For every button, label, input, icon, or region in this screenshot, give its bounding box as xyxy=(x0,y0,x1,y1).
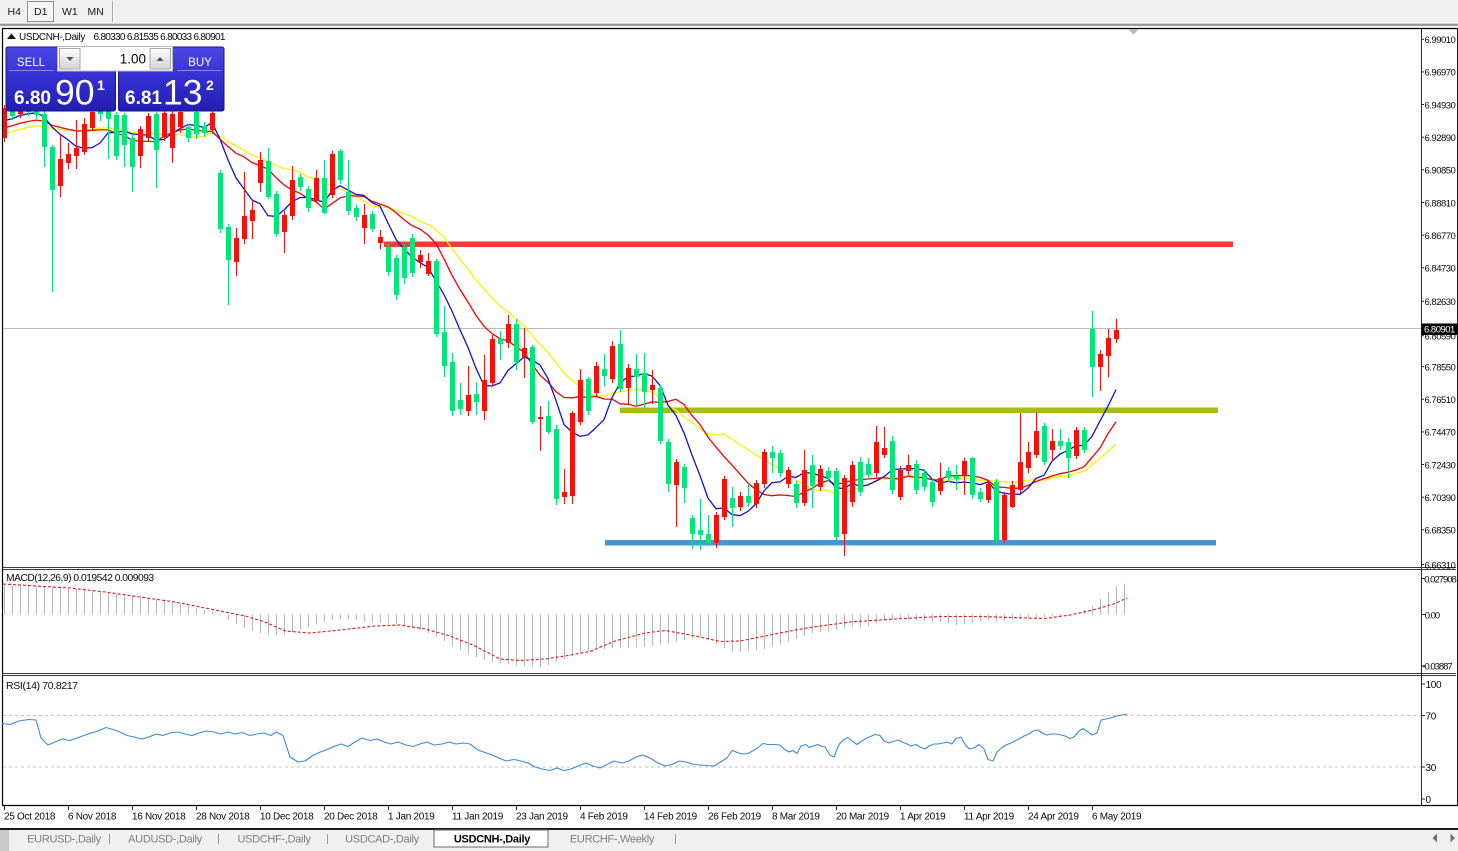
svg-text:H4: H4 xyxy=(8,6,22,18)
svg-text:25 Oct 2018: 25 Oct 2018 xyxy=(4,812,56,823)
svg-text:-0.03887: -0.03887 xyxy=(1422,662,1452,673)
svg-text:6.82630: 6.82630 xyxy=(1425,297,1456,308)
svg-text:11 Jan 2019: 11 Jan 2019 xyxy=(452,812,504,823)
svg-text:0: 0 xyxy=(1426,795,1432,806)
svg-text:SELL: SELL xyxy=(17,57,46,69)
svg-text:4 Feb 2019: 4 Feb 2019 xyxy=(580,812,628,823)
svg-text:0.00: 0.00 xyxy=(1425,610,1440,621)
svg-text:2: 2 xyxy=(206,77,214,93)
svg-text:28 Nov 2018: 28 Nov 2018 xyxy=(196,812,250,823)
svg-text:70: 70 xyxy=(1426,711,1437,722)
svg-text:MACD(12,26,9) 0.019542 0.00909: MACD(12,26,9) 0.019542 0.009093 xyxy=(6,573,154,584)
svg-text:MN: MN xyxy=(88,6,104,18)
svg-text:10 Dec 2018: 10 Dec 2018 xyxy=(260,812,314,823)
svg-text:6 Nov 2018: 6 Nov 2018 xyxy=(68,812,117,823)
svg-text:6.92890: 6.92890 xyxy=(1425,133,1456,144)
svg-text:30: 30 xyxy=(1426,763,1437,774)
svg-text:6.76510: 6.76510 xyxy=(1425,395,1456,406)
svg-text:EURCHF-,Weekly: EURCHF-,Weekly xyxy=(570,834,655,846)
svg-text:20 Mar 2019: 20 Mar 2019 xyxy=(836,812,890,823)
svg-text:6.96970: 6.96970 xyxy=(1425,68,1456,79)
svg-text:D1: D1 xyxy=(34,6,48,18)
svg-text:6.81: 6.81 xyxy=(125,88,162,109)
svg-text:EURUSD-,Daily: EURUSD-,Daily xyxy=(27,834,102,846)
svg-text:23 Jan 2019: 23 Jan 2019 xyxy=(516,812,568,823)
svg-text:26 Feb 2019: 26 Feb 2019 xyxy=(708,812,762,823)
svg-text:6.90850: 6.90850 xyxy=(1425,166,1456,177)
svg-text:W1: W1 xyxy=(62,6,78,18)
svg-text:6.88810: 6.88810 xyxy=(1425,198,1456,209)
svg-text:AUDUSD-,Daily: AUDUSD-,Daily xyxy=(128,834,203,846)
svg-text:6.78550: 6.78550 xyxy=(1425,362,1456,373)
svg-text:6.80901: 6.80901 xyxy=(1424,325,1455,336)
svg-text:6.80330 6.81535 6.80033 6.8090: 6.80330 6.81535 6.80033 6.80901 xyxy=(94,32,226,43)
svg-text:6.68350: 6.68350 xyxy=(1425,526,1456,537)
svg-text:BUY: BUY xyxy=(188,57,212,69)
svg-text:RSI(14) 70.8217: RSI(14) 70.8217 xyxy=(6,680,78,692)
svg-text:USDCNH-,Daily: USDCNH-,Daily xyxy=(19,32,85,43)
svg-text:100: 100 xyxy=(1426,680,1443,691)
svg-text:16 Nov 2018: 16 Nov 2018 xyxy=(132,812,186,823)
svg-text:USDCNH-,Daily: USDCNH-,Daily xyxy=(454,834,531,846)
svg-text:6.66310: 6.66310 xyxy=(1425,560,1456,571)
svg-text:USDCHF-,Daily: USDCHF-,Daily xyxy=(237,834,311,846)
svg-text:6.70390: 6.70390 xyxy=(1425,493,1456,504)
svg-text:1 Apr 2019: 1 Apr 2019 xyxy=(900,812,946,823)
svg-text:6 May 2019: 6 May 2019 xyxy=(1092,812,1142,823)
svg-text:20 Dec 2018: 20 Dec 2018 xyxy=(324,812,378,823)
svg-text:90: 90 xyxy=(55,73,95,113)
svg-text:13: 13 xyxy=(163,73,203,113)
svg-text:6.80: 6.80 xyxy=(14,88,51,109)
svg-text:6.94930: 6.94930 xyxy=(1425,100,1456,111)
svg-text:8 Mar 2019: 8 Mar 2019 xyxy=(772,812,820,823)
svg-text:24 Apr 2019: 24 Apr 2019 xyxy=(1028,812,1079,823)
svg-text:6.80590: 6.80590 xyxy=(1425,332,1456,343)
svg-text:1: 1 xyxy=(97,77,105,93)
svg-text:0.027908: 0.027908 xyxy=(1424,574,1456,585)
svg-text:1 Jan 2019: 1 Jan 2019 xyxy=(388,812,435,823)
svg-text:6.72430: 6.72430 xyxy=(1425,460,1456,471)
svg-text:14 Feb 2019: 14 Feb 2019 xyxy=(644,812,698,823)
svg-text:6.99010: 6.99010 xyxy=(1425,35,1456,46)
svg-text:6.84730: 6.84730 xyxy=(1425,264,1456,275)
svg-text:11 Apr 2019: 11 Apr 2019 xyxy=(964,812,1015,823)
svg-text:6.86770: 6.86770 xyxy=(1425,231,1456,242)
svg-text:6.74470: 6.74470 xyxy=(1425,428,1456,439)
svg-text:1.00: 1.00 xyxy=(120,52,146,67)
svg-text:USDCAD-,Daily: USDCAD-,Daily xyxy=(345,834,420,846)
